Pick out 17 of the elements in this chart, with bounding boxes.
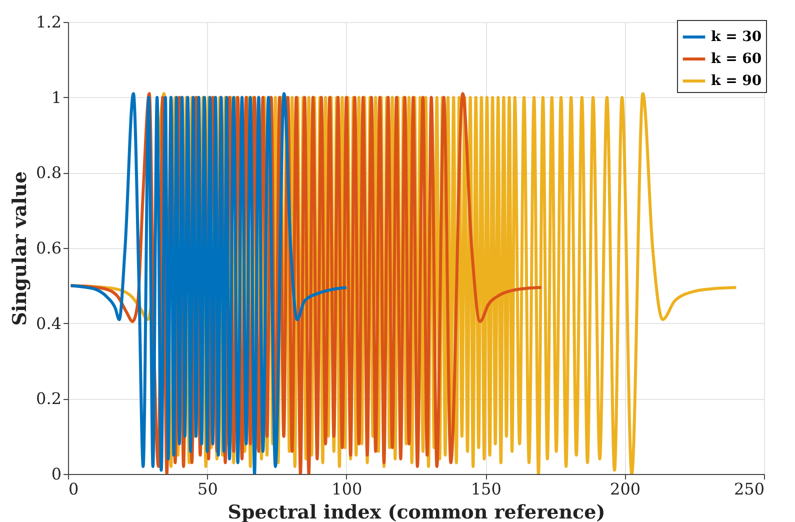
x-tick-label: 200 [610,480,641,498]
x-tick-label: 100 [332,480,362,498]
y-tick-label: 0.2 [36,389,62,408]
y-tick-label: 0.4 [36,314,62,333]
x-tick-label: 50 [198,480,218,498]
y-tick-label: 0 [51,464,62,484]
y-tick-label: 1 [51,88,62,107]
y-axis-title: Singular value [9,171,32,326]
x-tick-label: 150 [470,480,502,498]
y-tick-label: 1.2 [36,12,62,32]
y-tick-label: 0.6 [36,238,62,258]
legend-label: k = 30 [711,29,762,45]
legend-label: k = 60 [711,51,762,67]
legend-label: k = 90 [711,73,762,89]
x-tick-label: 0 [68,480,79,498]
y-tick-label: 0.8 [36,163,62,182]
x-tick-label: 250 [734,480,764,498]
